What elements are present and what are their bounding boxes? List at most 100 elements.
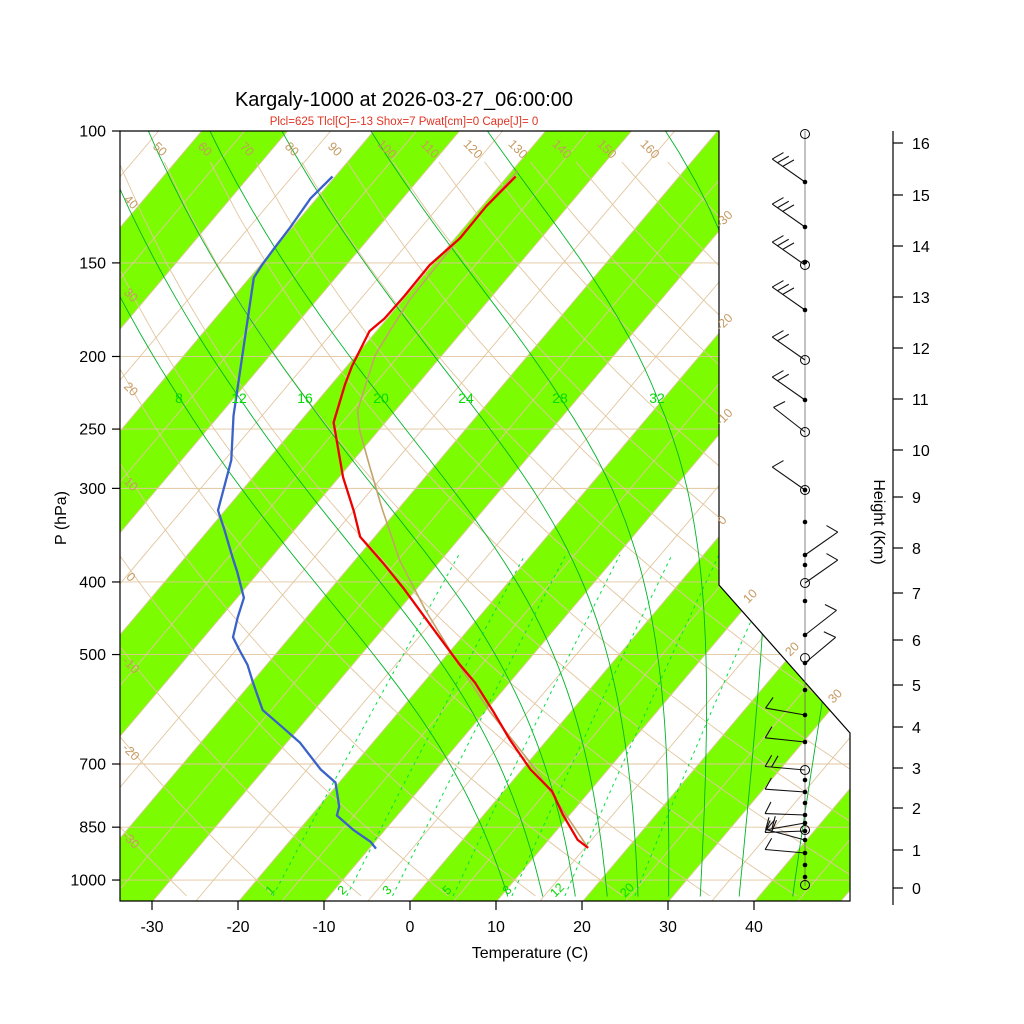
temperature-tick-label: 0: [406, 919, 415, 936]
height-tick-label: 15: [912, 188, 930, 205]
dewpoint-curve: [216, 175, 377, 850]
wind-level-dot: [802, 789, 808, 795]
wind-level-dot: [802, 800, 808, 806]
chart-title: Kargaly-1000 at 2026-03-27_06:00:00: [235, 89, 573, 111]
wind-level-dot: [802, 862, 808, 868]
moist-adiabat-label: 32: [649, 390, 665, 406]
temperature-tick-label: -10: [312, 919, 335, 936]
height-tick-label: 8: [912, 541, 921, 558]
wind-barb: [764, 801, 806, 816]
pressure-tick-label: 850: [79, 820, 106, 837]
wind-barb: [764, 837, 806, 854]
dry-adiabat-label: 160: [638, 137, 663, 162]
height-tick-label: 10: [912, 443, 930, 460]
wind-level-dot: [802, 874, 808, 880]
height-axis-label: Height (Km): [870, 479, 887, 564]
moist-adiabat-label: 24: [458, 390, 474, 406]
height-tick-label: 1: [912, 843, 921, 860]
wind-barb-column: [764, 129, 839, 890]
temperature-tick-label: -20: [226, 919, 249, 936]
green-stripe: [927, 131, 1024, 901]
parcel-curve: [356, 170, 589, 849]
temperature-axis: -30 -20 -10 0 10 20 30 40: [140, 901, 763, 936]
pressure-tick-label: 150: [79, 255, 106, 272]
height-tick-label: 5: [912, 678, 921, 695]
height-tick-label: 4: [912, 720, 921, 737]
isotherm-label: 20: [782, 639, 802, 659]
temperature-tick-label: 10: [487, 919, 505, 936]
pressure-tick-label: 200: [79, 349, 106, 366]
dry-adiabat-label: 90: [325, 139, 345, 159]
wind-level-dot: [802, 812, 808, 818]
wind-barb: [771, 197, 806, 228]
height-tick-label: 13: [912, 290, 930, 307]
height-tick-label: 6: [912, 633, 921, 650]
wind-level-circle: [800, 880, 810, 890]
wind-level-dot: [802, 777, 808, 783]
wind-barb: [771, 235, 806, 266]
wind-barb: [804, 553, 839, 584]
wind-level-dot: [802, 850, 808, 856]
wind-level-circle: [800, 825, 810, 835]
wind-barb: [771, 280, 806, 311]
pressure-tick-label: 100: [79, 124, 106, 141]
wind-level-circle: [800, 260, 810, 270]
height-tick-label: 14: [912, 239, 930, 256]
wind-barb: [771, 152, 806, 183]
temperature-tick-label: 20: [573, 919, 591, 936]
isotherm-label: -20: [713, 311, 736, 334]
pressure-axis-label: P (hPa): [53, 491, 70, 545]
wind-level-circle: [800, 653, 810, 663]
wind-barb: [765, 697, 806, 716]
height-tick-label: 12: [912, 341, 930, 358]
wind-level-dot: [802, 397, 808, 403]
wind-barb: [804, 631, 836, 664]
isotherm-label: 30: [825, 686, 845, 706]
isotherm-label: 10: [740, 586, 760, 606]
height-tick-label: 0: [912, 881, 921, 898]
pressure-tick-label: 250: [79, 422, 106, 439]
moist-adiabat-label: 20: [373, 390, 389, 406]
wind-level-dot: [802, 632, 808, 638]
pressure-tick-label: 1000: [70, 873, 106, 890]
temperature-tick-label: -30: [140, 919, 163, 936]
chart-subtitle: Plcl=625 Tlcl[C]=-13 Shox=7 Pwat[cm]=0 C…: [270, 116, 539, 128]
moist-adiabat-label: 8: [175, 390, 183, 406]
wind-level-dot: [802, 820, 808, 826]
temperature-tick-label: 40: [745, 919, 763, 936]
wind-barb: [764, 777, 806, 793]
wind-level-circle: [800, 765, 810, 775]
wind-barb: [773, 400, 806, 433]
wind-level-circle: [800, 427, 810, 437]
wind-level-dot: [802, 519, 808, 525]
pressure-tick-label: 700: [79, 757, 106, 774]
height-tick-label: 9: [912, 490, 921, 507]
wind-barb: [771, 460, 806, 491]
pressure-tick-label: 400: [79, 574, 106, 591]
wind-level-dot: [802, 828, 808, 834]
wind-level-circle: [800, 355, 810, 365]
wind-barb: [764, 726, 806, 743]
wind-level-circle: [800, 485, 810, 495]
dry-adiabat-label: -20: [119, 741, 142, 764]
pressure-tick-label: 300: [79, 481, 106, 498]
wind-level-dot: [802, 598, 808, 604]
dry-adiabat-label: 20: [121, 379, 141, 399]
moist-adiabats: [120, 131, 850, 897]
wind-barb: [765, 819, 806, 841]
wind-barb: [765, 816, 806, 831]
height-tick-label: 16: [912, 136, 930, 153]
wind-level-dot: [802, 552, 808, 558]
moist-adiabat-label: 28: [552, 390, 568, 406]
dry-adiabat-label: 120: [461, 137, 486, 162]
height-tick-label: 7: [912, 586, 921, 603]
temperature-tick-label: 30: [659, 919, 677, 936]
moist-adiabat-label: 16: [297, 390, 313, 406]
wind-level-dot: [802, 837, 808, 843]
wind-level-dot: [802, 562, 808, 568]
temperature-axis-label: Temperature (C): [472, 945, 588, 962]
plot-border: [119, 130, 851, 902]
